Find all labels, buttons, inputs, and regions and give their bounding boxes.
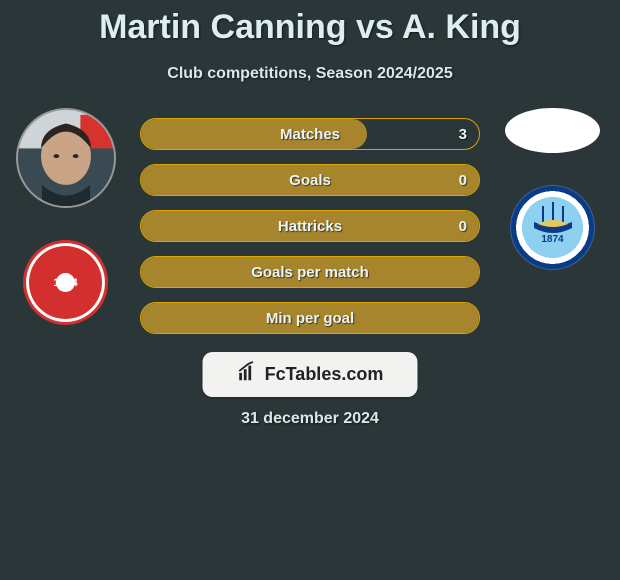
stat-label: Min per goal [141, 310, 479, 327]
left-badge-year: 1874 [53, 277, 77, 289]
stat-label: Matches [141, 126, 479, 143]
left-player-avatar [16, 108, 116, 208]
stats-panel: Matches3Goals0Hattricks0Goals per matchM… [140, 118, 480, 348]
right-club-badge: 1874 [510, 185, 595, 270]
date-line: 31 december 2024 [0, 410, 620, 428]
subtitle: Club competitions, Season 2024/2025 [0, 65, 620, 83]
stat-row: Min per goal [140, 302, 480, 334]
chart-icon [237, 361, 259, 388]
stat-row: Goals0 [140, 164, 480, 196]
right-badge-year: 1874 [541, 234, 563, 245]
stat-row: Goals per match [140, 256, 480, 288]
stat-right-value: 0 [459, 218, 467, 235]
branding-badge: FcTables.com [203, 352, 418, 397]
avatar-placeholder-icon [18, 110, 114, 206]
page-title: Martin Canning vs A. King [0, 0, 620, 47]
right-player-avatar [505, 108, 600, 153]
stat-right-value: 0 [459, 172, 467, 189]
stat-row: Matches3 [140, 118, 480, 150]
stat-label: Hattricks [141, 218, 479, 235]
left-column: 1874 [8, 108, 123, 325]
right-column: 1874 [495, 108, 610, 270]
stat-label: Goals per match [141, 264, 479, 281]
stat-row: Hattricks0 [140, 210, 480, 242]
left-club-badge: 1874 [23, 240, 108, 325]
branding-text: FcTables.com [265, 364, 384, 385]
stat-right-value: 3 [459, 126, 467, 143]
stat-label: Goals [141, 172, 479, 189]
